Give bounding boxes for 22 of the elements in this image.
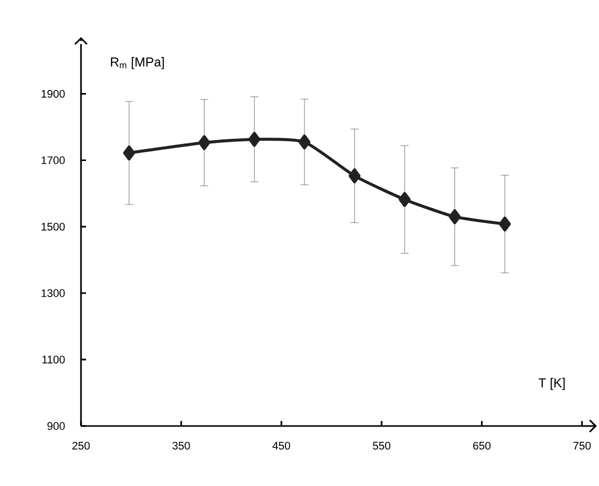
x-tick-label: 750 [573,442,591,450]
point [448,209,461,224]
x-tick-label: 350 [172,442,190,450]
y-tick-label: 1500 [42,222,65,231]
point [248,132,260,147]
y-tick-label: 1900 [42,90,65,98]
x-tick-label: 550 [372,442,390,450]
x-axis-title: T [K] [538,378,565,390]
y-tick-label: 900 [47,422,65,430]
point [398,192,411,207]
y-tick-label: 1700 [42,156,65,164]
x-tick-label: 650 [473,442,491,450]
point [298,134,310,150]
point [498,216,511,232]
y-axis-title: R$_{m}$ [MPa] [110,57,164,70]
y-tick-label: 1100 [42,356,65,364]
point [123,145,136,160]
point [198,135,210,150]
x-tick-label: 250 [72,442,90,450]
point [348,168,361,184]
x-tick-label: 450 [272,442,290,450]
y-tick-label: 1300 [42,289,65,298]
